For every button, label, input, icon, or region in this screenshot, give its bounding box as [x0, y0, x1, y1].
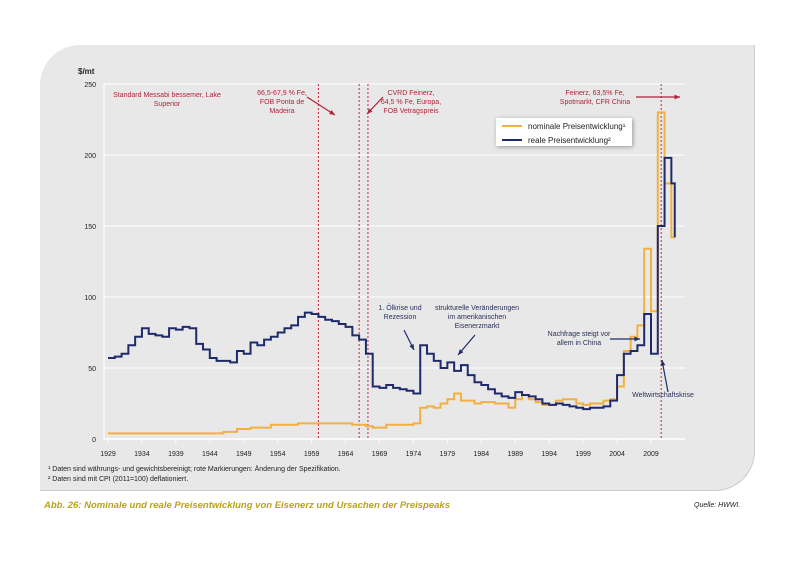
y-tick-label: 150	[84, 224, 96, 231]
x-tick-label: 2004	[609, 451, 625, 458]
y-tick-label: 0	[92, 437, 96, 444]
annotation-china: Nachfrage steigt vor allem in China	[547, 331, 611, 347]
legend: nominale Preisentwicklung¹ reale Preisen…	[496, 118, 632, 146]
chart-panel	[40, 45, 755, 491]
x-tick-label: 1979	[440, 451, 456, 458]
legend-item-real: reale Preisentwicklung²	[502, 134, 632, 146]
annotation-cvrd: CVRD Feinerz, 64,5 % Fe, Europa, FOB Vet…	[380, 90, 442, 115]
y-axis-label: $/mt	[78, 67, 95, 76]
figure-caption: Abb. 26: Nominale und reale Preisentwick…	[44, 500, 450, 511]
x-tick-label: 1994	[541, 451, 557, 458]
arrow-icon-head	[458, 349, 464, 355]
footnote-2: ² Daten sind mit CPI (2011=100) deflatio…	[48, 476, 189, 483]
arrow-icon-head	[660, 360, 666, 366]
source-note: Quelle: HWWI.	[694, 502, 741, 509]
arrow-icon	[306, 96, 336, 116]
x-tick-label: 1934	[134, 451, 150, 458]
x-tick-label: 1999	[575, 451, 591, 458]
arrow-icon-head	[634, 336, 640, 342]
annotation-oelkrise: 1. Ölkrise und Rezession	[378, 305, 422, 321]
x-tick-label: 1939	[168, 451, 184, 458]
annotation-strukturell: strukturelle Veränderungen im amerikanis…	[434, 305, 520, 330]
x-tick-label: 1974	[406, 451, 422, 458]
arrow-icon-head	[367, 108, 373, 114]
y-tick-label: 200	[84, 153, 96, 160]
legend-item-nominal: nominale Preisentwicklung¹	[502, 120, 632, 132]
y-tick-label: 250	[84, 82, 96, 89]
annotation-weltwirtschaftskrise: Weltwirtschaftskrise	[632, 392, 694, 399]
arrow-icon-head	[409, 344, 414, 350]
y-tick-label: 50	[88, 366, 96, 373]
legend-swatch	[502, 125, 522, 127]
legend-swatch	[502, 139, 522, 141]
x-tick-label: 1929	[100, 451, 116, 458]
y-tick-label: 100	[84, 295, 96, 302]
x-tick-label: 1949	[236, 451, 252, 458]
annotation-messabi: Standard Messabi bessemer, Lake Superior	[113, 92, 221, 108]
x-tick-label: 2009	[643, 451, 659, 458]
legend-label: reale Preisentwicklung²	[528, 135, 611, 145]
x-tick-label: 1984	[474, 451, 490, 458]
series-line-real	[108, 156, 676, 411]
legend-label: nominale Preisentwicklung¹	[528, 121, 626, 131]
x-tick-label: 1959	[304, 451, 320, 458]
arrow-icon-head	[674, 94, 680, 100]
footnote-1: ¹ Daten sind währungs- und gewichtsberei…	[48, 466, 341, 473]
x-tick-label: 1969	[372, 451, 388, 458]
x-tick-label: 1944	[202, 451, 218, 458]
arrow-icon-head	[329, 110, 335, 115]
x-tick-label: 1954	[270, 451, 286, 458]
annotation-spotmarkt: Feinerz, 63,5% Fe, Spotmarkt, CFR China	[559, 90, 631, 106]
annotation-ponta-de-madeira: 66,5-67,9 % Fe, FOB Ponta de Madeira	[257, 90, 307, 115]
x-tick-label: 1964	[338, 451, 354, 458]
x-tick-label: 1989	[507, 451, 523, 458]
